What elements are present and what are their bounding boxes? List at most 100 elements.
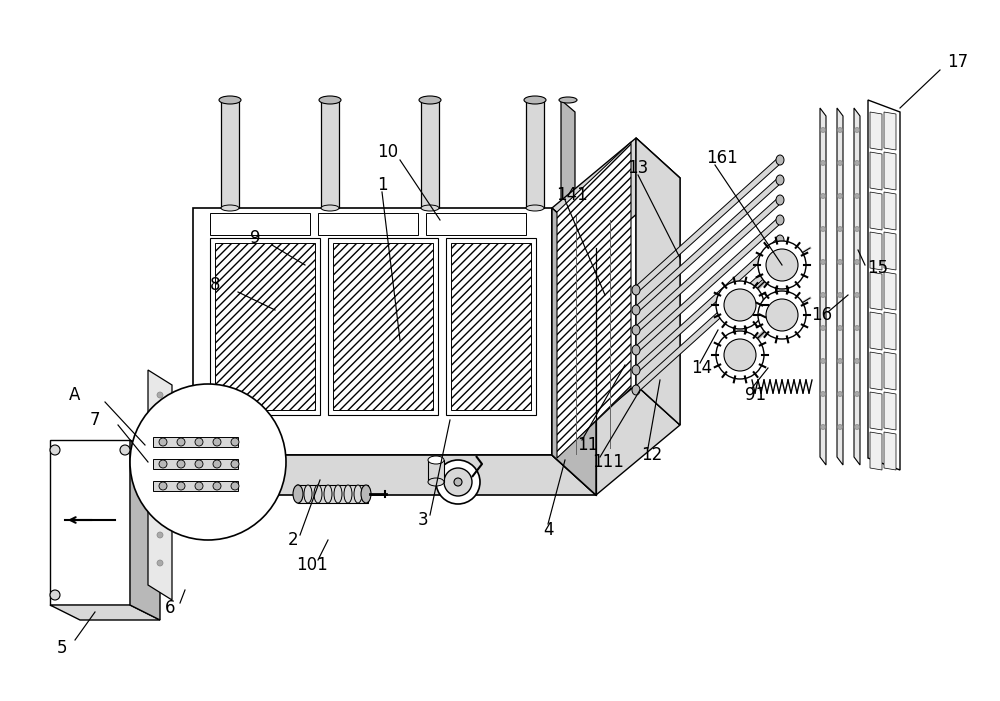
Polygon shape — [884, 312, 896, 350]
Circle shape — [820, 226, 826, 231]
Circle shape — [213, 482, 221, 490]
Polygon shape — [526, 100, 544, 208]
Ellipse shape — [361, 485, 371, 503]
Polygon shape — [561, 100, 575, 248]
Polygon shape — [884, 152, 896, 190]
Circle shape — [838, 425, 842, 430]
Circle shape — [231, 482, 239, 490]
Circle shape — [231, 460, 239, 468]
Circle shape — [231, 438, 239, 446]
Polygon shape — [328, 238, 438, 415]
Polygon shape — [221, 100, 239, 208]
Text: 17: 17 — [947, 53, 969, 71]
Circle shape — [724, 289, 756, 321]
Polygon shape — [552, 138, 680, 248]
Text: 7: 7 — [90, 411, 100, 429]
Polygon shape — [333, 243, 433, 410]
Polygon shape — [884, 112, 896, 150]
Circle shape — [157, 532, 163, 538]
Ellipse shape — [632, 385, 640, 395]
Ellipse shape — [334, 485, 342, 503]
Polygon shape — [636, 138, 680, 425]
Polygon shape — [884, 392, 896, 430]
Circle shape — [157, 392, 163, 398]
Ellipse shape — [221, 205, 239, 211]
Text: 1: 1 — [377, 176, 387, 194]
Ellipse shape — [354, 485, 362, 503]
Ellipse shape — [632, 305, 640, 315]
Circle shape — [820, 128, 826, 132]
Polygon shape — [884, 192, 896, 230]
Circle shape — [120, 445, 130, 455]
Polygon shape — [153, 437, 238, 447]
Circle shape — [159, 438, 167, 446]
Circle shape — [766, 299, 798, 331]
Circle shape — [716, 331, 764, 379]
Circle shape — [854, 391, 860, 397]
Circle shape — [820, 425, 826, 430]
Text: 4: 4 — [543, 521, 553, 539]
Polygon shape — [870, 152, 882, 190]
Polygon shape — [210, 238, 320, 415]
Circle shape — [854, 425, 860, 430]
Polygon shape — [870, 352, 882, 390]
Polygon shape — [50, 440, 130, 605]
Ellipse shape — [293, 485, 303, 503]
Circle shape — [213, 438, 221, 446]
Circle shape — [724, 339, 756, 371]
Text: 101: 101 — [296, 556, 328, 574]
Polygon shape — [130, 440, 160, 620]
Polygon shape — [426, 213, 526, 235]
Polygon shape — [636, 236, 780, 374]
Polygon shape — [870, 392, 882, 430]
Polygon shape — [50, 605, 160, 620]
Text: 11: 11 — [577, 436, 599, 454]
Text: 16: 16 — [811, 306, 833, 324]
Ellipse shape — [324, 485, 332, 503]
Circle shape — [758, 291, 806, 339]
Ellipse shape — [428, 456, 444, 464]
Circle shape — [758, 241, 806, 289]
Circle shape — [195, 460, 203, 468]
Circle shape — [854, 226, 860, 231]
Polygon shape — [215, 243, 315, 410]
Circle shape — [820, 358, 826, 364]
Polygon shape — [884, 352, 896, 390]
Circle shape — [820, 161, 826, 165]
Circle shape — [716, 281, 764, 329]
Circle shape — [838, 325, 842, 330]
Circle shape — [820, 292, 826, 297]
Polygon shape — [870, 192, 882, 230]
Polygon shape — [153, 459, 238, 469]
Text: 161: 161 — [706, 149, 738, 167]
Polygon shape — [552, 208, 596, 495]
Text: 141: 141 — [556, 186, 588, 204]
Circle shape — [820, 193, 826, 198]
Polygon shape — [636, 138, 680, 425]
Text: 15: 15 — [867, 259, 889, 277]
Polygon shape — [321, 100, 339, 208]
Ellipse shape — [304, 485, 312, 503]
Polygon shape — [820, 108, 826, 465]
Ellipse shape — [776, 235, 784, 245]
Circle shape — [838, 292, 842, 297]
Circle shape — [854, 259, 860, 264]
Ellipse shape — [632, 365, 640, 375]
Circle shape — [177, 460, 185, 468]
Polygon shape — [870, 432, 882, 470]
Ellipse shape — [632, 345, 640, 355]
Circle shape — [157, 560, 163, 566]
Circle shape — [838, 259, 842, 264]
Polygon shape — [837, 108, 843, 465]
Text: 91: 91 — [745, 386, 767, 404]
Ellipse shape — [524, 96, 546, 104]
Text: 5: 5 — [57, 639, 67, 657]
Circle shape — [177, 438, 185, 446]
Polygon shape — [636, 196, 780, 334]
Circle shape — [838, 161, 842, 165]
Circle shape — [213, 460, 221, 468]
Text: 8: 8 — [210, 276, 220, 294]
Circle shape — [838, 193, 842, 198]
Polygon shape — [870, 272, 882, 310]
Text: 3: 3 — [418, 511, 428, 529]
